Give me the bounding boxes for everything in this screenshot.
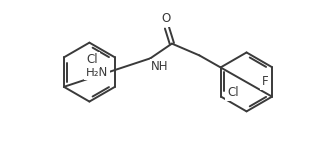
Text: O: O <box>162 12 170 25</box>
Text: Cl: Cl <box>87 53 98 66</box>
Text: H₂N: H₂N <box>86 66 108 79</box>
Text: Cl: Cl <box>227 86 238 99</box>
Text: F: F <box>261 75 268 88</box>
Text: NH: NH <box>151 60 169 73</box>
